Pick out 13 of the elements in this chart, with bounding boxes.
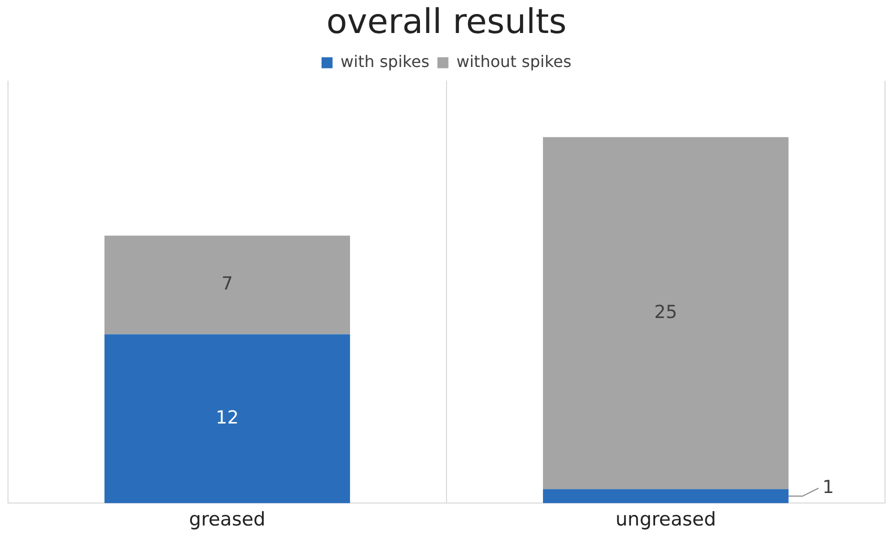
bar	[542, 489, 789, 504]
data-label: 25	[654, 302, 678, 323]
data-label: 7	[222, 274, 233, 295]
bar	[542, 137, 789, 490]
legend-label: with spikes	[340, 52, 430, 71]
data-label: 1	[822, 476, 834, 498]
data-label: 12	[216, 407, 239, 428]
legend-label: without spikes	[456, 52, 572, 71]
chart-title: overall results	[326, 2, 567, 42]
x-tick-label: ungreased	[615, 508, 716, 531]
bar	[104, 236, 350, 334]
bar	[104, 334, 350, 504]
x-tick-label: greased	[189, 508, 266, 531]
